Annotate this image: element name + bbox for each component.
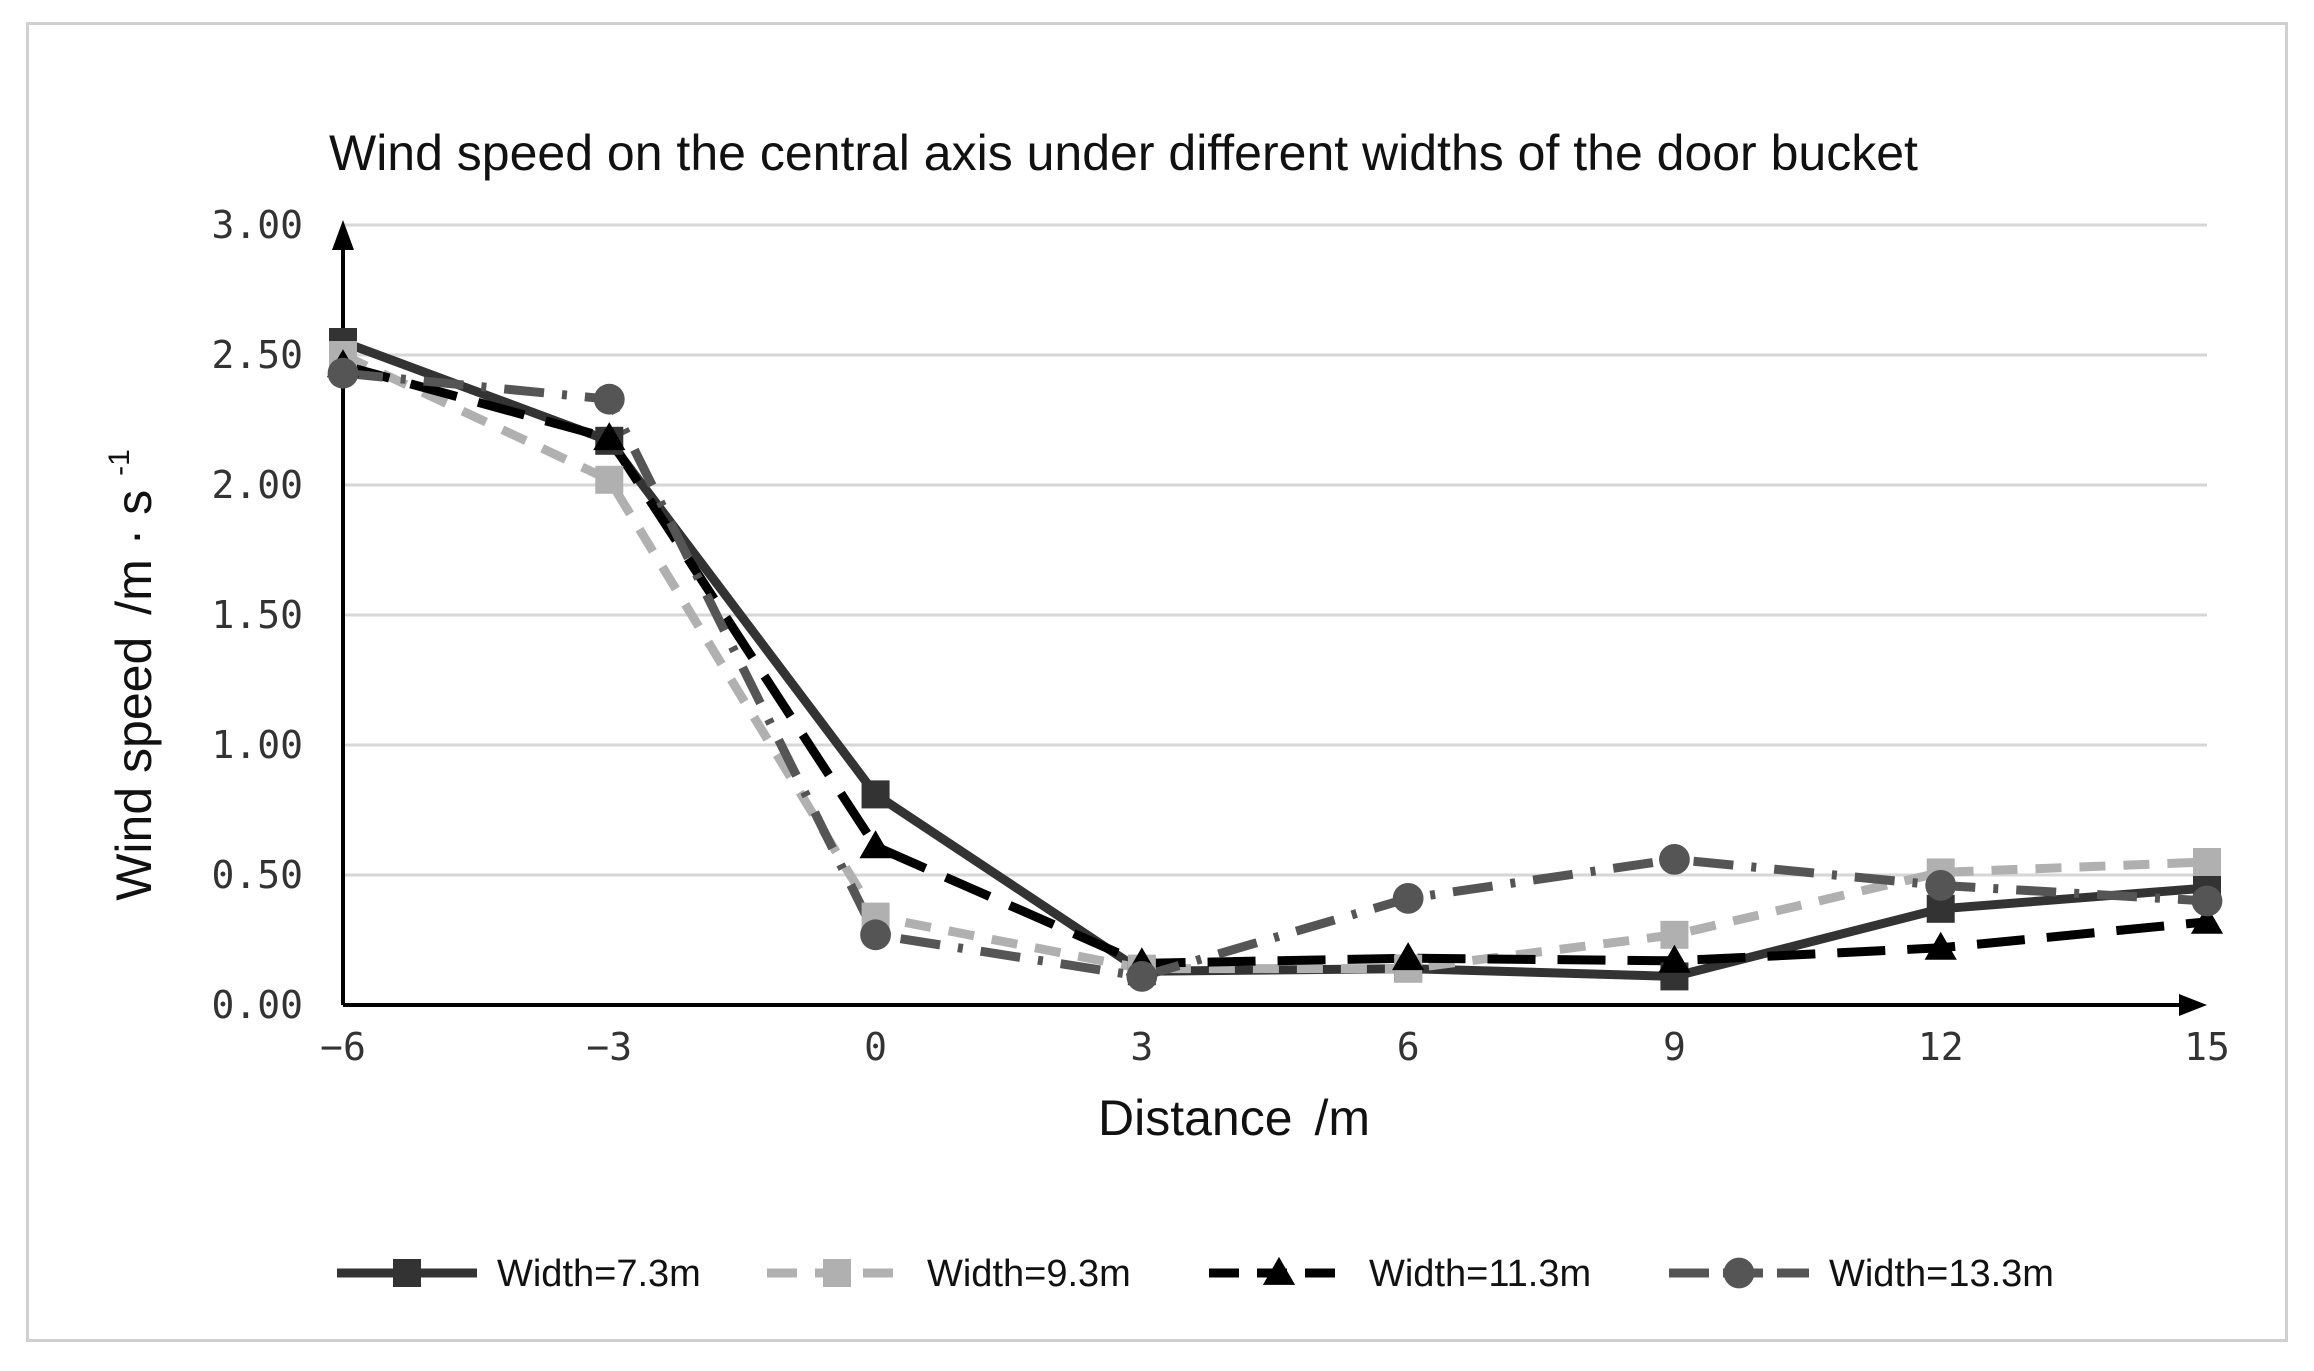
- legend-label: Width=9.3m: [927, 1253, 1131, 1295]
- data-point-series-2: [2193, 848, 2221, 876]
- legend-item-4: Width=13.3m: [1669, 1253, 2054, 1295]
- y-tick-labels: 0.00 0.50 1.00 1.50 2.00 2.50 3.00: [211, 203, 303, 1027]
- data-point-series-2: [595, 465, 624, 494]
- data-point-series-3: [859, 830, 892, 859]
- legend-item-1: Width=7.3m: [337, 1253, 701, 1295]
- data-point-series-4: [2191, 885, 2223, 917]
- legend-label: Width=13.3m: [1829, 1253, 2054, 1295]
- chart-title: Wind speed on the central axis under dif…: [329, 125, 1918, 181]
- legend-item-3: Width=11.3m: [1209, 1253, 1591, 1295]
- x-tick-label: −6: [320, 1025, 366, 1069]
- data-point-series-3: [1392, 942, 1425, 971]
- gridlines: [343, 223, 2207, 877]
- x-tick-label: 9: [1663, 1025, 1686, 1069]
- series-line-2: [341, 350, 2208, 974]
- data-point-series-4: [1126, 961, 1158, 992]
- data-point-series-3: [2190, 905, 2224, 934]
- data-point-series-2: [1660, 920, 1689, 949]
- x-axis-arrow: [2179, 994, 2207, 1016]
- data-point-series-3: [1924, 931, 1957, 960]
- y-axis-unit: /m · s: [106, 490, 162, 615]
- data-point-series-3: [593, 422, 626, 451]
- y-axis-title: Wind speed /m · s -1: [103, 449, 162, 901]
- y-tick-label: 1.00: [211, 723, 303, 767]
- x-tick-label: 6: [1397, 1025, 1420, 1069]
- x-tick-label: −3: [586, 1025, 632, 1069]
- legend-swatch-marker: [823, 1259, 851, 1287]
- y-axis-label: Wind speed: [106, 637, 162, 901]
- x-axis-label: Distance: [1098, 1090, 1293, 1146]
- x-axis-unit: /m: [1314, 1090, 1370, 1146]
- legend-label: Width=11.3m: [1369, 1253, 1591, 1295]
- series-line-3: [341, 361, 2208, 968]
- series-markers: [326, 328, 2224, 992]
- data-point-series-4: [327, 357, 359, 389]
- data-point-series-3: [1658, 944, 1691, 973]
- y-tick-label: 2.00: [211, 463, 303, 507]
- chart-frame: Wind speed on the central axis under dif…: [26, 22, 2288, 1342]
- series-lines: [341, 337, 2208, 981]
- data-point-series-4: [1925, 870, 1957, 901]
- y-tick-label: 1.50: [211, 593, 303, 637]
- x-tick-label: 12: [1918, 1025, 1964, 1069]
- y-tick-label: 2.50: [211, 333, 303, 377]
- legend-item-2: Width=9.3m: [767, 1253, 1131, 1295]
- y-tick-label: 0.50: [211, 853, 303, 897]
- y-tick-label: 3.00: [211, 203, 303, 247]
- line-chart: Wind speed on the central axis under dif…: [103, 125, 2230, 1295]
- x-tick-label: 15: [2184, 1025, 2230, 1069]
- y-axis-unit-exponent: -1: [103, 449, 136, 476]
- legend-swatch-marker: [393, 1259, 421, 1287]
- y-tick-label: 0.00: [211, 983, 303, 1027]
- x-axis-title: Distance /m: [1098, 1090, 1370, 1146]
- series-line-4: [342, 368, 2208, 981]
- data-point-series-4: [860, 919, 891, 951]
- legend: Width=7.3m Width=9.3m Width=11.3m Width=13.…: [337, 1253, 2054, 1295]
- x-tick-label: 3: [1130, 1025, 1153, 1069]
- legend-swatch-marker: [1262, 1256, 1296, 1285]
- data-point-series-4: [593, 383, 625, 415]
- legend-label: Width=7.3m: [497, 1253, 701, 1295]
- data-point-series-1: [861, 780, 890, 809]
- legend-swatch-marker: [1723, 1257, 1755, 1289]
- x-tick-labels: −6 −3 0 3 6 9 12 15: [320, 1025, 2230, 1069]
- data-point-series-4: [1659, 844, 1690, 875]
- y-axis-arrow: [332, 220, 354, 250]
- x-tick-label: 0: [864, 1025, 887, 1069]
- data-point-series-4: [1392, 883, 1424, 914]
